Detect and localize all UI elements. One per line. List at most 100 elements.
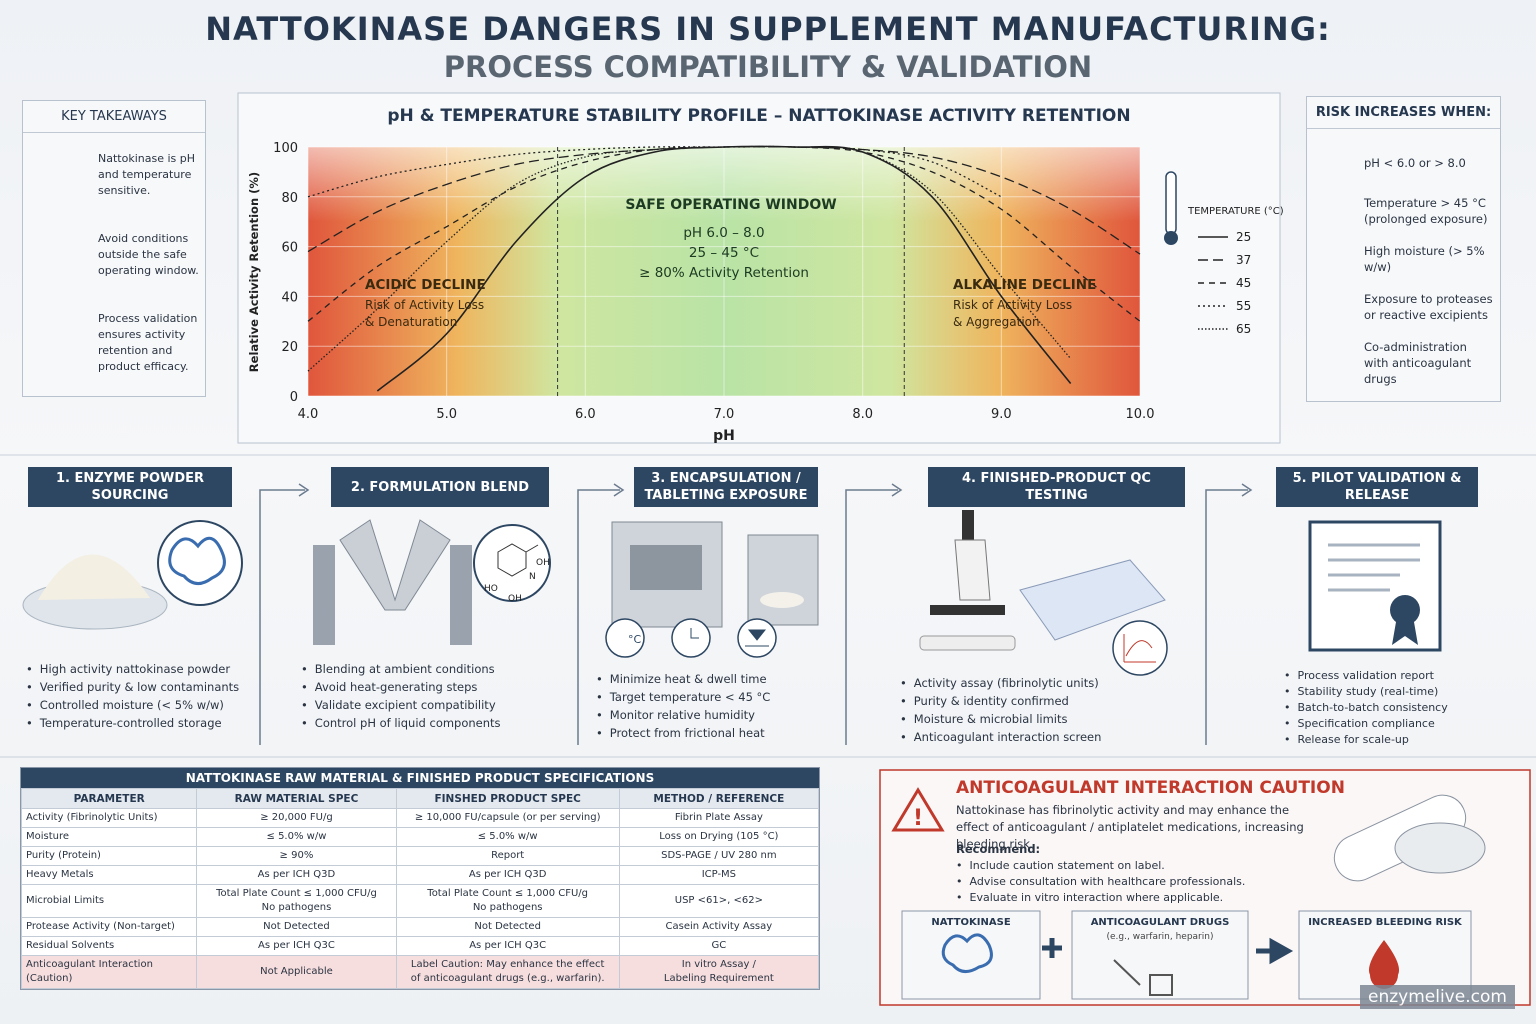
step-bullets: High activity nattokinase powderVerified… xyxy=(26,660,239,732)
step-bullets: Activity assay (fibrinolytic units)Purit… xyxy=(900,674,1102,746)
watermark: enzymelive.com xyxy=(1360,985,1515,1009)
legend-title: TEMPERATURE (°C) xyxy=(1187,206,1284,217)
column-header: RAW MATERIAL SPEC xyxy=(196,788,397,809)
table-cell: Heavy Metals xyxy=(20,865,198,885)
table-cell: Total Plate Count ≤ 1,000 CFU/g No patho… xyxy=(395,884,620,918)
table-cell: Report xyxy=(395,846,620,866)
recommend-list: Include caution statement on label.Advis… xyxy=(956,858,1246,906)
x-axis-label: pH xyxy=(713,428,735,444)
column-header: PARAMETER xyxy=(20,788,198,809)
header: NATTOKINASE DANGERS IN SUPPLEMENT MANUFA… xyxy=(0,10,1536,84)
enzyme-icon xyxy=(941,933,993,973)
warning-icon xyxy=(891,787,945,832)
legend-label: 45 xyxy=(1236,276,1251,290)
table-cell: ≤ 5.0% w/w xyxy=(196,827,397,847)
table-cell: Casein Activity Assay xyxy=(618,917,820,937)
legend-label: 37 xyxy=(1236,253,1251,267)
table-cell: ≥ 90% xyxy=(196,846,397,866)
bullet: Minimize heat & dwell time xyxy=(596,670,770,688)
y-tick-label: 100 xyxy=(273,141,298,156)
page-title: NATTOKINASE DANGERS IN SUPPLEMENT MANUFA… xyxy=(205,10,1331,48)
x-tick-label: 5.0 xyxy=(436,407,457,422)
table-cell: Microbial Limits xyxy=(20,884,198,918)
flow-label: ANTICOAGULANT DRUGS xyxy=(1090,917,1230,928)
table-row: Protease Activity (Non-target) Not Detect… xyxy=(20,917,820,937)
header-row: PARAMETER RAW MATERIAL SPEC FINSHED PRODUC… xyxy=(20,788,820,809)
plus-icon xyxy=(1042,938,1062,958)
table-cell: Purity (Protein) xyxy=(20,846,198,866)
risk-panel: RISK INCREASES WHEN: pH < 6.0 or > 8.0 Te… xyxy=(1306,96,1501,402)
risk-text: pH < 6.0 or > 8.0 xyxy=(1364,156,1466,170)
table-cell: As per ICH Q3C xyxy=(196,936,397,956)
annotation-text: Risk of Activity Loss xyxy=(365,298,484,312)
x-tick-label: 9.0 xyxy=(991,407,1012,422)
table-cell: Loss on Drying (105 °C) xyxy=(618,827,820,847)
x-tick-label: 7.0 xyxy=(714,407,735,422)
bullet: Protect from frictional heat xyxy=(596,724,770,742)
bullet: Target temperature < 45 °C xyxy=(596,688,771,706)
column-header: METHOD / REFERENCE xyxy=(618,788,820,809)
flow-label: NATTOKINASE xyxy=(931,917,1011,928)
table-cell: SDS-PAGE / UV 280 nm xyxy=(618,846,820,866)
molecule-label: OH xyxy=(536,558,550,568)
bullet: Temperature-controlled storage xyxy=(26,714,239,732)
blood-icon xyxy=(1368,940,1400,989)
table-row: Anticoagulant Interaction (Caution) Not A… xyxy=(20,955,820,989)
panel-title: RISK INCREASES WHEN: xyxy=(1307,97,1500,129)
y-tick-label: 0 xyxy=(290,390,298,405)
table-cell: Label Caution: May enhance the effect of… xyxy=(395,955,620,989)
table-cell: ≤ 5.0% w/w xyxy=(395,827,620,847)
bullet: Monitor relative humidity xyxy=(596,706,770,724)
table-cell: Moisture xyxy=(20,827,198,847)
bullet: Anticoagulant interaction screen xyxy=(900,728,1102,746)
bullet: Validate excipient compatibility xyxy=(301,696,501,714)
table-row: Heavy Metals As per ICH Q3D As per ICH Q3D… xyxy=(20,865,820,885)
table-row: Microbial Limits Total Plate Count ≤ 1,00… xyxy=(20,884,820,918)
table-cell: As per ICH Q3C xyxy=(395,936,620,956)
annotation-title: SAFE OPERATING WINDOW xyxy=(625,197,836,213)
flow-label: INCREASED BLEEDING RISK xyxy=(1308,917,1462,928)
panel-title: KEY TAKEAWAYS xyxy=(23,101,205,133)
table-cell: USP <61>, <62> xyxy=(618,884,820,918)
bullet: Include caution statement on label. xyxy=(956,858,1245,874)
table-row: Moisture ≤ 5.0% w/w ≤ 5.0% w/w Loss on Dryi… xyxy=(20,827,820,847)
risk-text: Temperature > 45 °C (prolonged exposure) xyxy=(1364,196,1488,226)
annotation-title: ALKALINE DECLINE xyxy=(953,277,1096,293)
bullet: Control pH of liquid components xyxy=(301,714,501,732)
step-title: 4. FINISHED-PRODUCT QC TESTING xyxy=(928,467,1185,507)
bullet: Moisture & microbial limits xyxy=(900,710,1101,728)
table-cell: Total Plate Count ≤ 1,000 CFU/g No patho… xyxy=(196,884,397,918)
bullet: Process validation report xyxy=(1284,668,1448,684)
tableting-illustration xyxy=(605,521,819,658)
table-title: NATTOKINASE RAW MATERIAL & FINISHED PROD… xyxy=(21,768,819,788)
process-arrows xyxy=(259,483,1253,745)
table-cell: Fibrin Plate Assay xyxy=(618,808,820,828)
flow-box xyxy=(1071,910,1249,1000)
molecule-label: HO xyxy=(484,584,498,594)
annotation-text: Risk of Activity Loss xyxy=(953,298,1072,312)
bullet: High activity nattokinase powder xyxy=(26,660,239,678)
bullet: Verified purity & low contaminants xyxy=(26,678,239,696)
table-cell: As per ICH Q3D xyxy=(395,865,620,885)
risk-text: High moisture (> 5% w/w) xyxy=(1364,244,1485,274)
bullet: Purity & identity confirmed xyxy=(900,692,1101,710)
legend-label: 25 xyxy=(1236,230,1251,244)
takeaway-text: Avoid conditions outside the safe operat… xyxy=(98,232,199,277)
bullet: Stability study (real-time) xyxy=(1284,684,1448,700)
table-cell: Protease Activity (Non-target) xyxy=(20,917,198,937)
thermometer xyxy=(1165,171,1177,235)
bullet: Controlled moisture (< 5% w/w) xyxy=(26,696,239,714)
bullet: Release for scale-up xyxy=(1284,732,1448,748)
key-takeaways: KEY TAKEAWAYS Nattokinase is pH and temp… xyxy=(22,100,206,397)
bullet: Evaluate in vitro interaction where appl… xyxy=(956,890,1245,906)
column-header: FINSHED PRODUCT SPEC xyxy=(395,788,620,809)
warning-mark: ! xyxy=(913,806,923,831)
table-cell: Residual Solvents xyxy=(20,936,198,956)
table-cell: Not Applicable xyxy=(196,955,397,989)
table-cell: In vitro Assay / Labeling Requirement xyxy=(618,955,820,989)
table-row: Purity (Protein) ≥ 90% Report SDS-PAGE / UV… xyxy=(20,846,820,866)
qc-illustration xyxy=(919,510,1168,676)
y-tick-label: 60 xyxy=(281,241,298,256)
